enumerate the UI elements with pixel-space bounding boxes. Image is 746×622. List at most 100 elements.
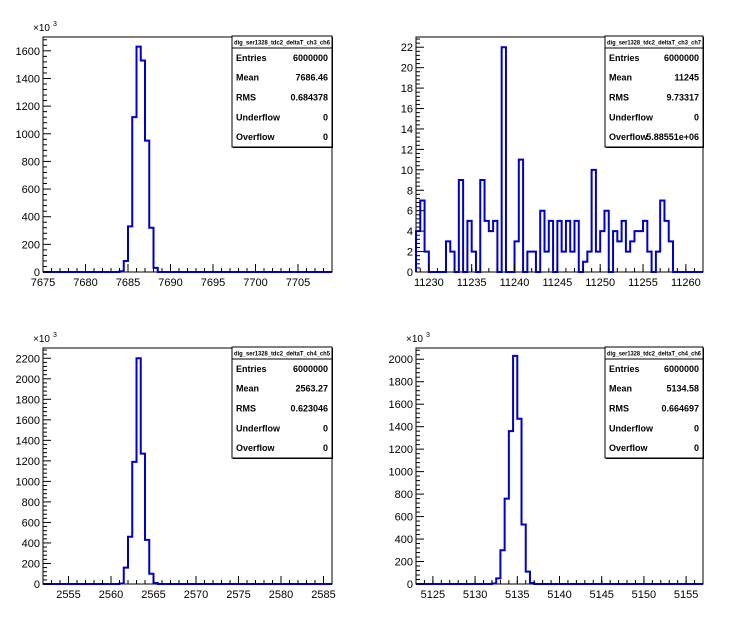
histogram-series <box>416 354 703 585</box>
y-tick-label: 400 <box>395 534 413 546</box>
stats-label: Underflow <box>609 423 654 433</box>
stats-label: Mean <box>236 73 259 83</box>
x-tick-label: 7690 <box>158 277 182 289</box>
y-tick-label: 1400 <box>16 435 40 447</box>
y-tick-label: 1200 <box>389 444 413 456</box>
y-tick-label: 0 <box>34 579 40 591</box>
y-axis-exponent: 3 <box>426 332 430 339</box>
stats-label: Overflow <box>609 443 649 453</box>
y-tick-label: 2 <box>407 247 413 259</box>
y-tick-label: 22 <box>401 42 413 54</box>
y-tick-label: 1200 <box>16 101 40 113</box>
stats-value: 0.684378 <box>290 93 328 103</box>
y-tick-label: 0 <box>407 579 413 591</box>
stats-label: Entries <box>609 364 640 374</box>
histogram-panel-4: 0 200 400 600 800 1000 1200 1400 1600 1800 2000 512… <box>389 332 704 601</box>
y-tick-label: 12 <box>401 144 413 156</box>
x-tick-label: 11260 <box>671 277 701 289</box>
stats-box: dig_ser1328_tdc2_deltaT_ch4_ch6 Entries 60… <box>604 346 704 459</box>
x-tick-label: 11235 <box>457 277 487 289</box>
y-tick-label: 200 <box>22 239 40 251</box>
y-tick-label: 1600 <box>389 399 413 411</box>
stats-label: Underflow <box>236 423 281 433</box>
x-tick-label: 2560 <box>99 589 123 601</box>
y-tick-label: 800 <box>395 489 413 501</box>
stats-value: 9.73317 <box>666 93 699 103</box>
y-tick-label: 1000 <box>16 129 40 141</box>
x-tick-label: 11230 <box>414 277 444 289</box>
y-tick-label: 1000 <box>16 476 40 488</box>
x-tick-label: 7685 <box>116 277 140 289</box>
stats-box-frame <box>231 35 333 148</box>
stats-label: Overflow <box>236 132 276 142</box>
y-tick-label: 600 <box>22 517 40 529</box>
y-tick-label: 400 <box>22 212 40 224</box>
y-tick-label: 1600 <box>16 46 40 58</box>
y-tick-label: 1400 <box>16 73 40 85</box>
y-tick-label: 20 <box>401 63 413 75</box>
stats-value: 0 <box>694 112 699 122</box>
x-tick-label: 2565 <box>141 589 165 601</box>
y-axis-exponent: 3 <box>53 332 57 339</box>
histogram-panel-1: 0 200 400 600 800 1000 1200 1400 1600 7675 7680 768… <box>16 21 333 289</box>
stats-label: Overflow <box>609 132 649 142</box>
y-axis-multiplier: ×10 <box>33 23 50 34</box>
stats-box: dig_ser1328_tdc2_deltaT_ch3_ch6 Entries 60… <box>231 35 333 148</box>
stats-title: dig_ser1328_tdc2_deltaT_ch3_ch6 <box>234 41 331 47</box>
stats-value: 0 <box>323 132 328 142</box>
x-tick-label: 5150 <box>632 589 656 601</box>
stats-value: 0.623046 <box>290 404 328 414</box>
stats-value: 0 <box>323 112 328 122</box>
histogram-series <box>43 45 332 273</box>
stats-value: 7686.46 <box>295 73 328 83</box>
y-tick-label: 200 <box>22 558 40 570</box>
stats-value: 0 <box>323 443 328 453</box>
y-tick-label: 16 <box>401 104 413 116</box>
stats-value: 11245 <box>674 73 699 83</box>
stats-title: dig_ser1328_tdc2_deltaT_ch3_ch7 <box>607 41 702 47</box>
x-tick-label: 2580 <box>269 589 293 601</box>
stats-value: 0 <box>694 423 699 433</box>
x-tick-label: 7700 <box>243 277 267 289</box>
y-tick-label: 4 <box>407 226 413 238</box>
stats-box: dig_ser1328_tdc2_deltaT_ch3_ch7 Entries 60… <box>604 35 704 148</box>
y-tick-label: 0 <box>34 267 40 279</box>
stats-title: dig_ser1328_tdc2_deltaT_ch4_ch5 <box>234 352 331 358</box>
histogram-series <box>415 46 703 273</box>
stats-value: 2563.27 <box>295 384 328 394</box>
x-tick-label: 2575 <box>226 589 250 601</box>
stats-label: Mean <box>236 384 259 394</box>
y-tick-label: 2000 <box>389 354 413 366</box>
x-tick-label: 11245 <box>542 277 572 289</box>
y-tick-label: 8 <box>407 185 413 197</box>
stats-label: RMS <box>609 404 629 414</box>
stats-label: Underflow <box>236 112 281 122</box>
stats-label: Mean <box>609 384 632 394</box>
stats-value: 6000000 <box>293 53 328 63</box>
y-tick-label: 6 <box>407 206 413 218</box>
x-tick-label: 5135 <box>505 589 529 601</box>
y-tick-label: 2000 <box>16 374 40 386</box>
stats-box: dig_ser1328_tdc2_deltaT_ch4_ch5 Entries 60… <box>231 346 333 459</box>
x-tick-label: 11240 <box>500 277 530 289</box>
x-tick-label: 5125 <box>421 589 445 601</box>
y-tick-label: 1600 <box>16 415 40 427</box>
stats-label: Entries <box>609 53 640 63</box>
stats-value: 6000000 <box>664 364 699 374</box>
stats-label: Mean <box>609 73 632 83</box>
stats-label: Entries <box>236 364 267 374</box>
stats-label: Entries <box>236 53 267 63</box>
x-tick-label: 7695 <box>201 277 225 289</box>
y-tick-label: 800 <box>22 156 40 168</box>
stats-value: 6000000 <box>664 53 699 63</box>
y-tick-label: 0 <box>407 267 413 279</box>
stats-label: RMS <box>236 404 256 414</box>
x-tick-label: 7680 <box>73 277 97 289</box>
x-tick-label: 11255 <box>628 277 658 289</box>
stats-value: 0 <box>323 423 328 433</box>
stats-label: Overflow <box>236 443 276 453</box>
y-tick-label: 10 <box>401 165 413 177</box>
stats-value: 5.88551e+06 <box>646 132 699 142</box>
y-tick-label: 1400 <box>389 422 413 434</box>
